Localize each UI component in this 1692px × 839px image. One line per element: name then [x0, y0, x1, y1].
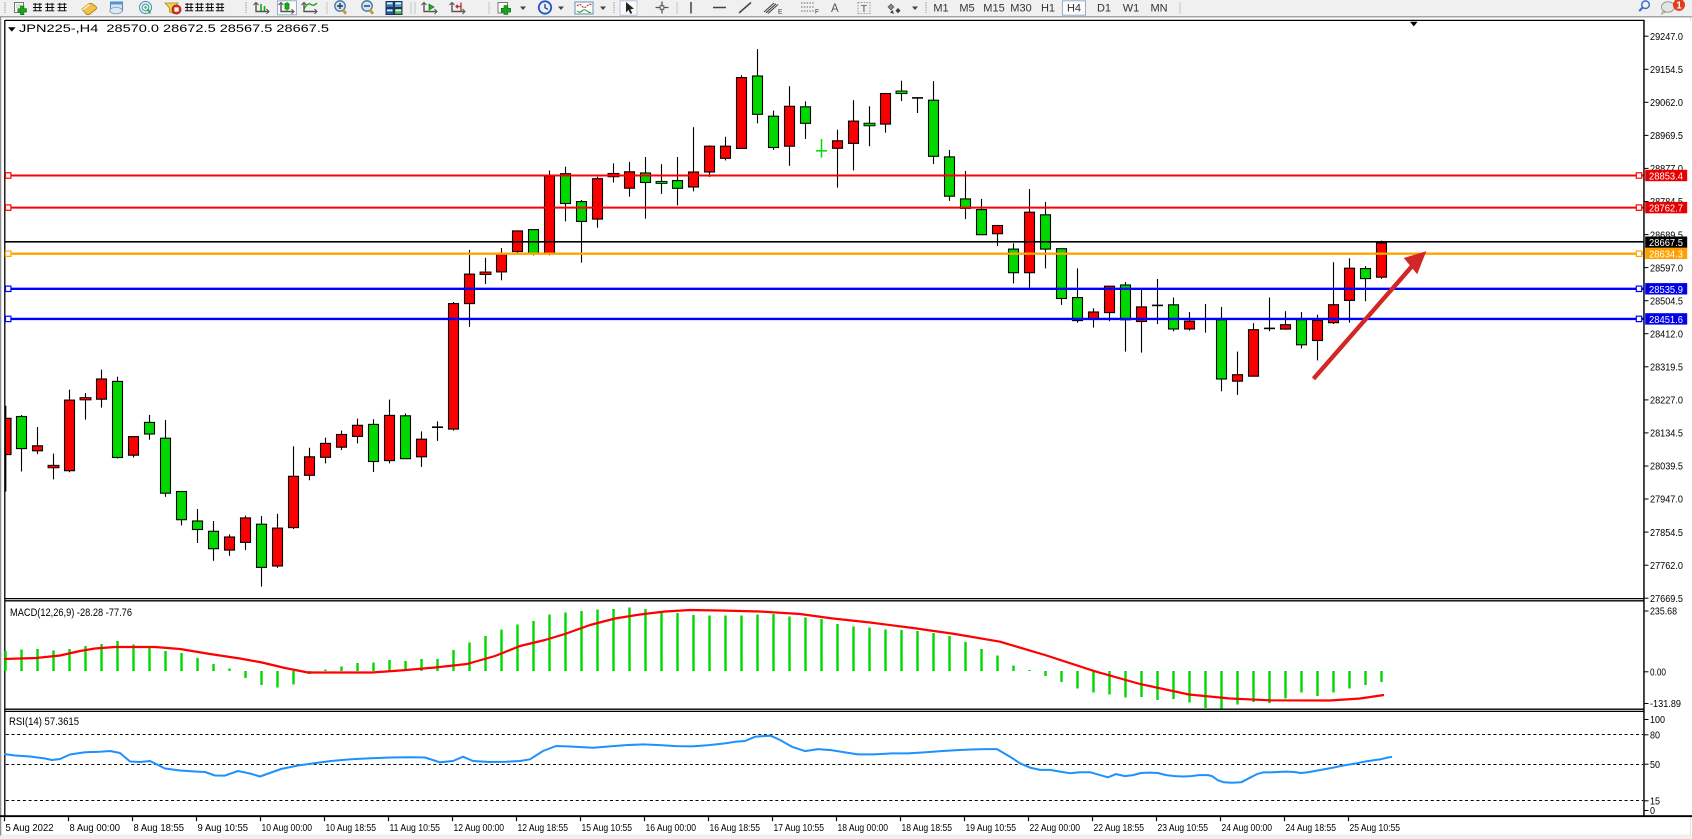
svg-text:MACD(12,26,9) -28.28 -77.76: MACD(12,26,9) -28.28 -77.76 [10, 607, 132, 619]
svg-text:M15: M15 [983, 3, 1004, 15]
svg-text:18 Aug 18:55: 18 Aug 18:55 [902, 822, 953, 834]
svg-text:1: 1 [1676, 1, 1682, 12]
svg-text:18 Aug 00:00: 18 Aug 00:00 [838, 822, 889, 834]
svg-text:15 Aug 10:55: 15 Aug 10:55 [582, 822, 633, 834]
svg-text:M1: M1 [933, 3, 948, 15]
svg-text:28969.5: 28969.5 [1650, 130, 1683, 142]
svg-text:5 Aug 2022: 5 Aug 2022 [6, 822, 54, 834]
svg-text:28762.7: 28762.7 [1649, 203, 1683, 215]
svg-text:0.00: 0.00 [1650, 667, 1666, 679]
svg-text:8 Aug 18:55: 8 Aug 18:55 [134, 822, 185, 834]
svg-text:16 Aug 00:00: 16 Aug 00:00 [646, 822, 697, 834]
svg-text:28451.6: 28451.6 [1649, 314, 1683, 326]
svg-text:22 Aug 18:55: 22 Aug 18:55 [1094, 822, 1145, 834]
svg-text:H1: H1 [1041, 3, 1055, 15]
svg-text:27762.0: 27762.0 [1650, 560, 1683, 572]
svg-text:W1: W1 [1123, 3, 1140, 15]
svg-text:28667.5: 28667.5 [1649, 237, 1683, 249]
svg-text:M5: M5 [959, 3, 974, 15]
svg-text:11 Aug 10:55: 11 Aug 10:55 [390, 822, 441, 834]
svg-text:28039.5: 28039.5 [1650, 461, 1683, 473]
svg-text:RSI(14) 57.3615: RSI(14) 57.3615 [9, 716, 79, 728]
svg-text:24 Aug 18:55: 24 Aug 18:55 [1286, 822, 1337, 834]
svg-text:16 Aug 18:55: 16 Aug 18:55 [710, 822, 761, 834]
svg-text:8 Aug 00:00: 8 Aug 00:00 [70, 822, 121, 834]
svg-text:28535.9: 28535.9 [1649, 284, 1683, 296]
svg-text:22 Aug 00:00: 22 Aug 00:00 [1030, 822, 1081, 834]
svg-text:29062.0: 29062.0 [1650, 97, 1683, 109]
svg-text:27854.5: 27854.5 [1650, 527, 1683, 539]
svg-text:50: 50 [1650, 759, 1660, 771]
svg-text:28504.5: 28504.5 [1650, 295, 1683, 307]
svg-text:27669.5: 27669.5 [1650, 593, 1683, 605]
svg-text:15: 15 [1650, 796, 1660, 808]
svg-text:80: 80 [1650, 730, 1660, 742]
svg-text:F: F [815, 9, 819, 16]
svg-text:28227.0: 28227.0 [1650, 395, 1683, 407]
svg-text:28134.5: 28134.5 [1650, 428, 1683, 440]
svg-text:-131.89: -131.89 [1650, 698, 1681, 710]
svg-text:29247.0: 29247.0 [1650, 31, 1683, 43]
svg-text:T: T [861, 3, 868, 15]
svg-text:10 Aug 18:55: 10 Aug 18:55 [326, 822, 377, 834]
svg-text:28853.4: 28853.4 [1649, 171, 1683, 183]
svg-text:28412.0: 28412.0 [1650, 328, 1683, 340]
svg-text:100: 100 [1650, 714, 1665, 726]
svg-text:17 Aug 10:55: 17 Aug 10:55 [774, 822, 825, 834]
svg-text:10 Aug 00:00: 10 Aug 00:00 [262, 822, 313, 834]
svg-text:28319.5: 28319.5 [1650, 362, 1683, 374]
svg-text:M30: M30 [1010, 3, 1031, 15]
svg-text:19 Aug 10:55: 19 Aug 10:55 [966, 822, 1017, 834]
svg-text:H4: H4 [1067, 3, 1081, 15]
svg-text:27947.0: 27947.0 [1650, 494, 1683, 506]
svg-text:12 Aug 18:55: 12 Aug 18:55 [518, 822, 569, 834]
svg-text:29154.5: 29154.5 [1650, 64, 1683, 76]
svg-text:D1: D1 [1097, 3, 1111, 15]
svg-text:MN: MN [1150, 3, 1167, 15]
svg-text:28634.3: 28634.3 [1649, 248, 1683, 260]
svg-text:23 Aug 10:55: 23 Aug 10:55 [1158, 822, 1209, 834]
svg-text:28597.0: 28597.0 [1650, 262, 1683, 274]
svg-text:25 Aug 10:55: 25 Aug 10:55 [1350, 822, 1401, 834]
svg-text:9 Aug 10:55: 9 Aug 10:55 [198, 822, 249, 834]
svg-text:E: E [778, 9, 783, 16]
svg-text:JPN225-,H4 28570.0 28672.5 28: JPN225-,H4 28570.0 28672.5 28567.5 28667… [19, 23, 329, 35]
svg-text:12 Aug 00:00: 12 Aug 00:00 [454, 822, 505, 834]
svg-text:A: A [831, 3, 839, 15]
svg-text:24 Aug 00:00: 24 Aug 00:00 [1222, 822, 1273, 834]
svg-text:235.68: 235.68 [1650, 606, 1677, 618]
svg-text:0: 0 [1650, 805, 1655, 817]
